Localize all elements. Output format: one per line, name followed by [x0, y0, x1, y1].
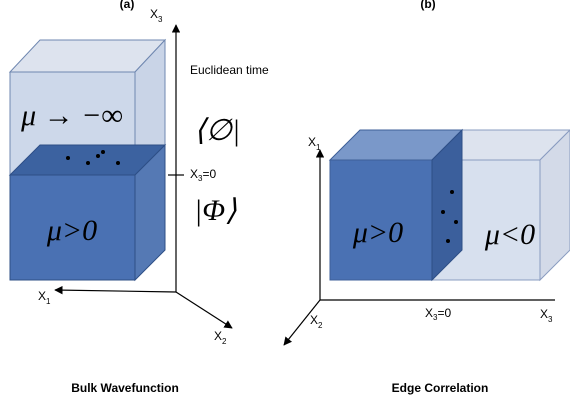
axis-label: X2 [310, 313, 323, 330]
box-front [329, 159, 433, 281]
axis-label: X3 [150, 7, 163, 24]
axis [54, 285, 177, 295]
boundary-label: X [425, 306, 433, 320]
axis-label: X [540, 307, 548, 321]
box-label: μ → −∞ [20, 99, 123, 132]
boundary-label: 3 [433, 313, 438, 322]
bra: ⟨∅| [194, 114, 240, 147]
caption: Edge Correlation [392, 381, 489, 395]
panel-label: (b) [420, 0, 435, 11]
box-label: μ>0 [352, 216, 403, 249]
axis-label: X [308, 135, 316, 149]
panel-label: (a) [120, 0, 135, 11]
box-label: μ<0 [484, 218, 535, 251]
axis-note: Euclidean time [190, 63, 269, 77]
axis-label: X2 [214, 329, 227, 346]
axis-label: X3 [540, 307, 553, 324]
axis-label: X [310, 313, 318, 327]
boundary-label: X3=0 [190, 167, 216, 183]
ket: |Φ⟩ [194, 194, 237, 227]
axis-label: X1 [38, 289, 51, 306]
axis [283, 299, 321, 346]
box-front [9, 174, 136, 281]
boundary-label: X3=0 [425, 306, 451, 322]
particles [441, 190, 458, 243]
particles [66, 150, 120, 165]
axis-label: X1 [308, 135, 321, 152]
axis-label: 2 [318, 321, 323, 330]
axis-label: 3 [158, 15, 163, 24]
panel-b: (b) μ>0 μ<0 X1 X3=0 X3 X2 Edge Correlati… [283, 0, 570, 395]
axis-label: X [38, 289, 46, 303]
axis-label: 3 [548, 315, 553, 324]
boundary-label: =0 [202, 167, 216, 181]
axis-label: X [214, 329, 222, 343]
boundary-label: =0 [437, 306, 451, 320]
interface [431, 128, 463, 282]
axis-label: 1 [316, 143, 321, 152]
axis-label: X [150, 7, 158, 21]
boundary-label: 3 [198, 174, 203, 183]
caption: Bulk Wavefunction [71, 381, 179, 395]
axis-label: 1 [46, 297, 51, 306]
axis [175, 291, 233, 329]
axis-label: 2 [222, 337, 227, 346]
panel-a: (a) μ → −∞ μ>0 X3 Euclidean time ⟨∅| X3=… [8, 0, 269, 395]
boundary-label: X [190, 167, 198, 181]
box-label: μ>0 [46, 214, 97, 247]
